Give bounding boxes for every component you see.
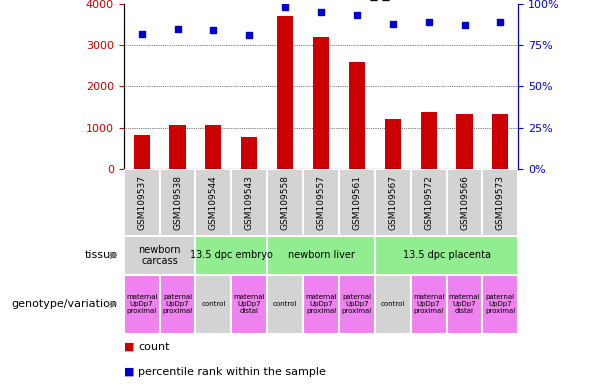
- Text: 13.5 dpc placenta: 13.5 dpc placenta: [402, 250, 491, 260]
- Point: [137, 30, 146, 36]
- Bar: [446, 169, 482, 236]
- Bar: [385, 119, 401, 169]
- Text: GSM109538: GSM109538: [173, 175, 182, 230]
- Text: GSM109558: GSM109558: [280, 175, 290, 230]
- Bar: [231, 169, 267, 236]
- Point: [209, 27, 218, 33]
- Text: control: control: [201, 301, 226, 307]
- Bar: [267, 275, 303, 334]
- Text: newborn liver: newborn liver: [287, 250, 355, 260]
- Text: genotype/variation: genotype/variation: [12, 299, 118, 310]
- Bar: [411, 169, 446, 236]
- Bar: [303, 275, 339, 334]
- Text: GSM109543: GSM109543: [245, 175, 254, 230]
- Text: paternal
UpDp7
proximal: paternal UpDp7 proximal: [163, 294, 193, 314]
- Text: GSM109566: GSM109566: [460, 175, 469, 230]
- Text: 13.5 dpc embryo: 13.5 dpc embryo: [190, 250, 273, 260]
- Text: control: control: [273, 301, 297, 307]
- Bar: [313, 37, 329, 169]
- Text: paternal
UpDp7
proximal: paternal UpDp7 proximal: [342, 294, 372, 314]
- Bar: [160, 169, 196, 236]
- Point: [460, 22, 469, 28]
- Text: GSM109561: GSM109561: [352, 175, 362, 230]
- Bar: [482, 275, 518, 334]
- Bar: [267, 169, 303, 236]
- Text: ■: ■: [124, 341, 134, 352]
- Text: control: control: [380, 301, 405, 307]
- Bar: [124, 236, 196, 275]
- Text: paternal
UpDp7
proximal: paternal UpDp7 proximal: [485, 294, 515, 314]
- Text: maternal
UpDp7
proximal: maternal UpDp7 proximal: [305, 294, 337, 314]
- Text: GSM109537: GSM109537: [137, 175, 146, 230]
- Point: [173, 25, 182, 32]
- Title: GDS2285 / 134726_f_at: GDS2285 / 134726_f_at: [239, 0, 403, 2]
- Bar: [267, 236, 375, 275]
- Bar: [196, 236, 267, 275]
- Point: [316, 9, 326, 15]
- Bar: [134, 135, 150, 169]
- Bar: [482, 169, 518, 236]
- Point: [424, 19, 434, 25]
- Bar: [303, 169, 339, 236]
- Text: maternal
UpDp7
proximal: maternal UpDp7 proximal: [413, 294, 444, 314]
- Bar: [277, 16, 293, 169]
- Bar: [446, 275, 482, 334]
- Text: count: count: [138, 341, 170, 352]
- Text: GSM109544: GSM109544: [209, 175, 218, 230]
- Bar: [349, 62, 365, 169]
- Bar: [196, 275, 231, 334]
- Bar: [421, 112, 436, 169]
- Bar: [241, 137, 257, 169]
- Bar: [231, 275, 267, 334]
- Text: percentile rank within the sample: percentile rank within the sample: [138, 366, 326, 377]
- Text: maternal
UpDp7
proximal: maternal UpDp7 proximal: [126, 294, 157, 314]
- Point: [496, 19, 505, 25]
- Bar: [411, 275, 446, 334]
- Text: GSM109572: GSM109572: [424, 175, 433, 230]
- Bar: [375, 275, 411, 334]
- Point: [244, 32, 254, 38]
- Text: maternal
UpDp7
distal: maternal UpDp7 distal: [449, 294, 480, 314]
- Bar: [456, 114, 472, 169]
- Point: [280, 4, 290, 10]
- Text: GSM109557: GSM109557: [316, 175, 326, 230]
- Bar: [160, 275, 196, 334]
- Bar: [124, 275, 160, 334]
- Text: GSM109573: GSM109573: [496, 175, 505, 230]
- Bar: [170, 125, 186, 169]
- Text: GSM109567: GSM109567: [388, 175, 397, 230]
- Text: maternal
UpDp7
distal: maternal UpDp7 distal: [233, 294, 265, 314]
- Text: tissue: tissue: [85, 250, 118, 260]
- Bar: [375, 169, 411, 236]
- Bar: [339, 169, 375, 236]
- Bar: [339, 275, 375, 334]
- Text: ■: ■: [124, 366, 134, 377]
- Bar: [492, 114, 508, 169]
- Bar: [375, 236, 518, 275]
- Text: newborn
carcass: newborn carcass: [138, 245, 181, 266]
- Point: [352, 12, 362, 18]
- Bar: [206, 125, 221, 169]
- Bar: [196, 169, 231, 236]
- Bar: [124, 169, 160, 236]
- Point: [388, 21, 398, 27]
